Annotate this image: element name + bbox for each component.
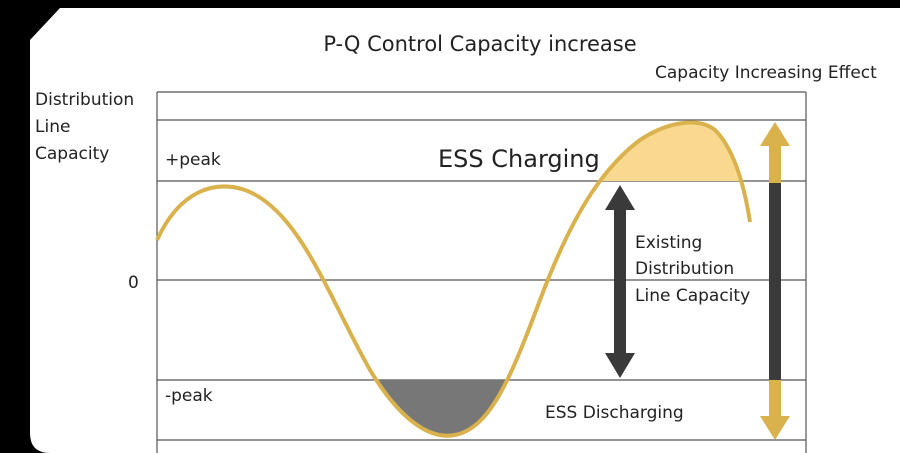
level-label: +peak [165,150,221,170]
discharging-label: ESS Discharging [545,403,684,423]
discharging-area [376,380,508,436]
curve [155,120,752,438]
charging-area [599,122,742,181]
title: P-Q Control Capacity increase [323,32,636,56]
effect-arrow [760,122,790,440]
existing-arrow [605,185,635,378]
y-label: Distribution [35,90,134,110]
existing-label: Distribution [635,259,734,279]
charging-label: ESS Charging [438,145,600,173]
effect-label: Capacity Increasing Effect [655,63,877,83]
existing-label: Line Capacity [635,286,750,306]
y-label: Line [35,117,70,137]
panel [30,8,900,453]
y-label: Capacity [35,144,109,164]
level-label: 0 [128,273,139,293]
existing-label: Existing [635,233,702,253]
level-label: -peak [165,386,213,406]
